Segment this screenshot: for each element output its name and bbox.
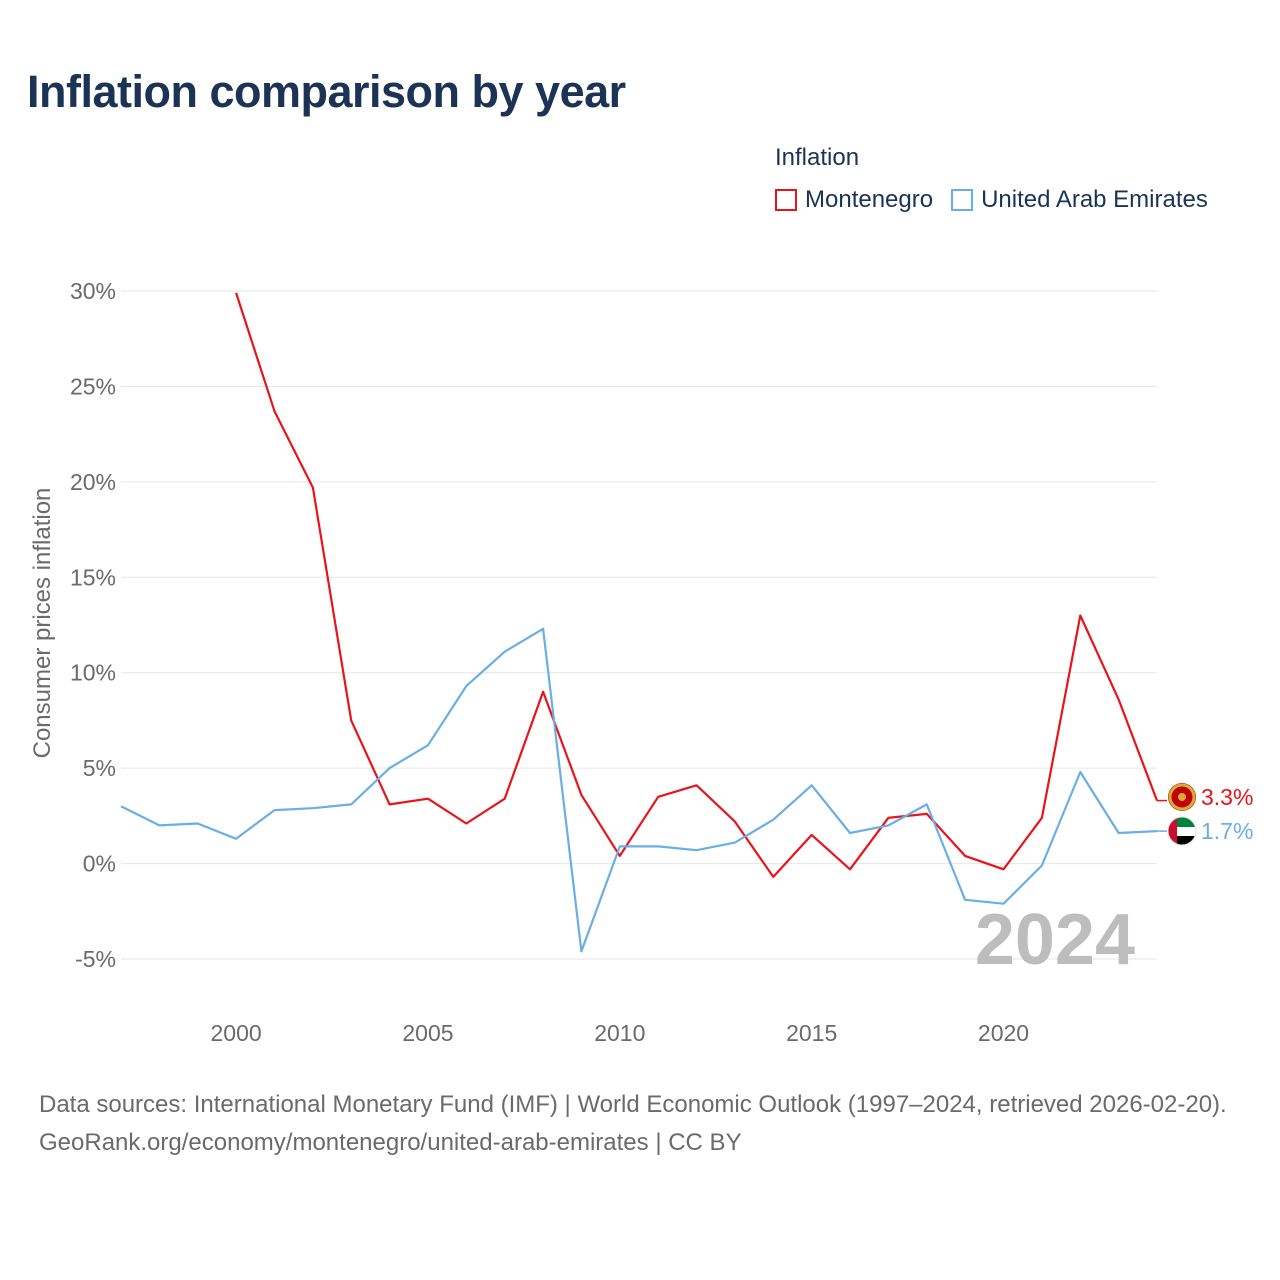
y-tick-label: 30% <box>70 278 116 304</box>
year-watermark: 2024 <box>975 900 1135 980</box>
x-tick-label: 2015 <box>786 1020 837 1046</box>
x-tick-label: 2020 <box>978 1020 1029 1046</box>
y-tick-label: 5% <box>83 755 116 781</box>
legend-swatch-uae <box>951 189 974 211</box>
y-tick-label: 15% <box>70 564 116 590</box>
source-link[interactable]: GeoRank.org/economy/montenegro/united-ar… <box>39 1129 742 1156</box>
grid-lines <box>121 290 1157 960</box>
series-line-uae[interactable] <box>120 627 1158 953</box>
legend: Montenegro United Arab Emirates <box>775 186 1226 214</box>
legend-title: Inflation <box>775 144 860 171</box>
uae-end-label: 1.7% <box>1201 818 1253 844</box>
series-lines <box>120 292 1167 953</box>
legend-item-uae[interactable]: United Arab Emirates <box>951 186 1208 214</box>
montenegro-flag-icon <box>1168 783 1196 811</box>
x-tick-label: 2005 <box>402 1020 453 1046</box>
legend-item-montenegro[interactable]: Montenegro <box>775 186 933 214</box>
y-tick-label: 10% <box>70 660 116 686</box>
y-tick-label: 0% <box>83 851 116 877</box>
end-labels: 3.3% 1.7% <box>1167 783 1253 846</box>
legend-label-uae: United Arab Emirates <box>981 186 1208 213</box>
series-line-montenegro[interactable] <box>235 292 1159 879</box>
x-tick-label: 2000 <box>211 1020 262 1046</box>
line-chart: -5%0%5%10%15%20%25%30% 2000 2005 2010 2015 2… <box>29 278 1253 1046</box>
footer: Data sources: International Monetary Fun… <box>39 1086 1249 1162</box>
legend-swatch-montenegro <box>775 189 797 211</box>
y-axis-ticks: -5% 0% 5% 10% 15% 20% 25% 30% <box>70 278 116 972</box>
data-sources: Data sources: International Monetary Fun… <box>39 1091 1227 1118</box>
chart-title: Inflation comparison by year <box>27 66 626 117</box>
montenegro-end-label: 3.3% <box>1201 784 1253 810</box>
uae-flag-icon <box>1167 816 1197 846</box>
y-tick-label: 25% <box>70 373 116 399</box>
y-tick-label: -5% <box>75 946 116 972</box>
x-axis-ticks: 2000 2005 2010 2015 2020 <box>211 1020 1030 1046</box>
y-axis-label: Consumer prices inflation <box>29 488 56 759</box>
x-tick-label: 2010 <box>594 1020 645 1046</box>
legend-label-montenegro: Montenegro <box>805 186 934 213</box>
y-tick-label: 20% <box>70 469 116 495</box>
